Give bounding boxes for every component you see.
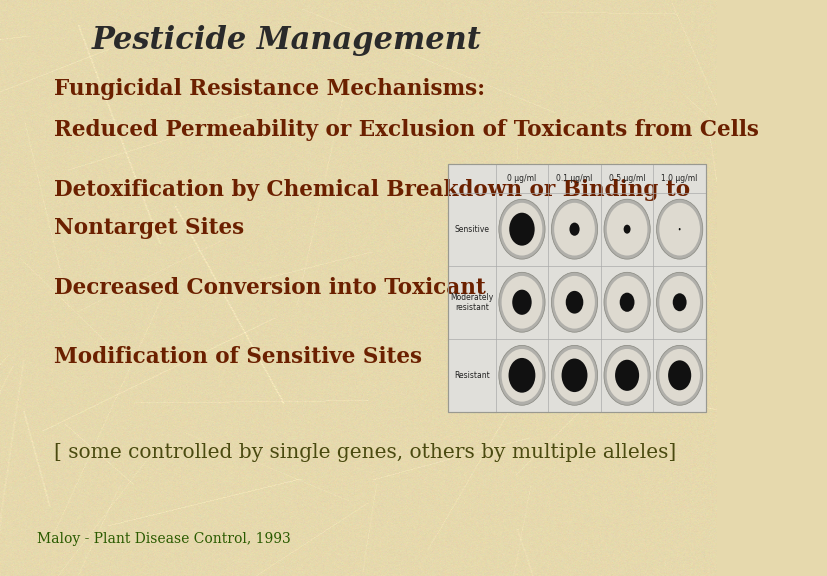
Ellipse shape	[553, 203, 594, 256]
Ellipse shape	[498, 199, 544, 259]
Ellipse shape	[606, 203, 647, 256]
Ellipse shape	[658, 276, 699, 328]
Ellipse shape	[658, 349, 699, 401]
Ellipse shape	[551, 272, 597, 332]
Ellipse shape	[606, 276, 647, 328]
Text: Modification of Sensitive Sites: Modification of Sensitive Sites	[54, 346, 421, 368]
Text: Maloy - Plant Disease Control, 1993: Maloy - Plant Disease Control, 1993	[37, 532, 290, 545]
Ellipse shape	[603, 272, 649, 332]
Ellipse shape	[678, 228, 680, 230]
Text: Detoxification by Chemical Breakdown or Binding to: Detoxification by Chemical Breakdown or …	[54, 179, 689, 201]
Ellipse shape	[672, 293, 686, 311]
Text: Reduced Permeability or Exclusion of Toxicants from Cells: Reduced Permeability or Exclusion of Tox…	[54, 119, 758, 141]
Ellipse shape	[656, 199, 702, 259]
Ellipse shape	[551, 346, 597, 406]
Bar	[447, 164, 705, 412]
Text: 0.1 μg/ml: 0.1 μg/ml	[556, 174, 592, 183]
Text: Decreased Conversion into Toxicant: Decreased Conversion into Toxicant	[54, 277, 485, 299]
Ellipse shape	[553, 349, 594, 401]
Ellipse shape	[603, 199, 649, 259]
Ellipse shape	[553, 276, 594, 328]
Ellipse shape	[498, 272, 544, 332]
Ellipse shape	[623, 225, 630, 234]
Text: Sensitive: Sensitive	[454, 225, 489, 234]
Text: Pesticide Management: Pesticide Management	[92, 25, 481, 56]
Ellipse shape	[512, 290, 531, 315]
Ellipse shape	[508, 358, 535, 393]
Ellipse shape	[501, 349, 542, 401]
Ellipse shape	[498, 346, 544, 406]
Ellipse shape	[614, 360, 638, 391]
Ellipse shape	[501, 276, 542, 328]
Ellipse shape	[561, 358, 587, 392]
Ellipse shape	[551, 199, 597, 259]
Ellipse shape	[565, 291, 582, 313]
Text: [ some controlled by single genes, others by multiple alleles]: [ some controlled by single genes, other…	[54, 443, 675, 461]
Text: 1.0 μg/ml: 1.0 μg/ml	[661, 174, 697, 183]
Ellipse shape	[569, 222, 579, 236]
Ellipse shape	[509, 213, 534, 245]
Ellipse shape	[501, 203, 542, 256]
Ellipse shape	[667, 361, 691, 391]
Ellipse shape	[656, 272, 702, 332]
Ellipse shape	[606, 349, 647, 401]
Ellipse shape	[656, 346, 702, 406]
Text: Resistant: Resistant	[453, 371, 489, 380]
Text: 0.5 μg/ml: 0.5 μg/ml	[608, 174, 644, 183]
Ellipse shape	[603, 346, 649, 406]
Ellipse shape	[658, 203, 699, 256]
Text: Moderately
resistant: Moderately resistant	[450, 293, 493, 312]
Text: Nontarget Sites: Nontarget Sites	[54, 217, 244, 238]
Ellipse shape	[619, 293, 633, 312]
Text: 0 μg/ml: 0 μg/ml	[507, 174, 536, 183]
Bar	[447, 164, 705, 412]
Text: Fungicidal Resistance Mechanisms:: Fungicidal Resistance Mechanisms:	[54, 78, 485, 100]
